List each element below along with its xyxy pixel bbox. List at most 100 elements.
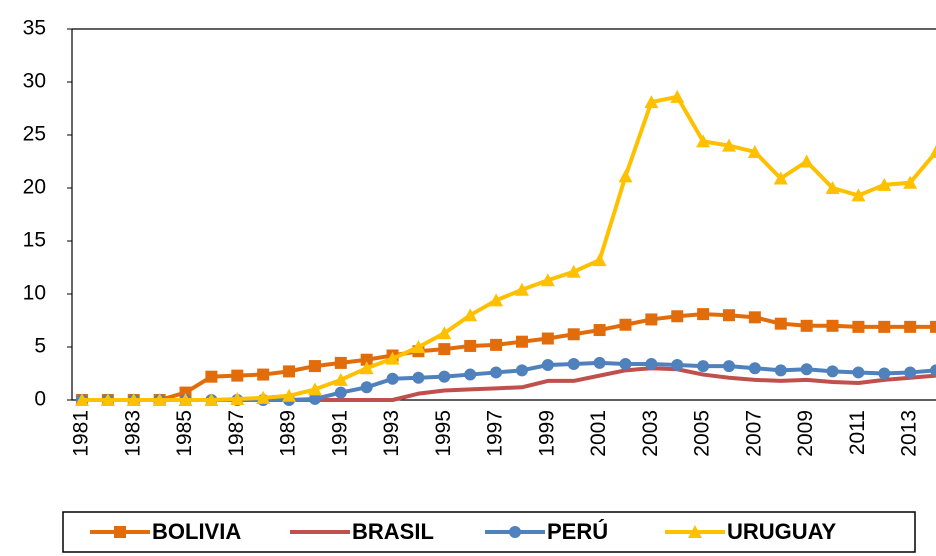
x-tick-label: 2013: [898, 410, 921, 457]
marker: [464, 339, 477, 352]
marker: [385, 351, 400, 365]
marker: [463, 308, 478, 322]
marker: [619, 357, 632, 370]
marker: [593, 324, 606, 337]
marker: [592, 253, 607, 267]
marker: [282, 388, 297, 402]
marker: [644, 95, 659, 109]
marker: [464, 368, 477, 381]
y-tick-label: 25: [23, 123, 46, 146]
marker: [852, 320, 865, 333]
marker: [671, 310, 684, 323]
marker: [800, 319, 813, 332]
marker: [851, 188, 866, 202]
marker: [645, 313, 658, 326]
y-tick-label: 15: [23, 229, 46, 252]
marker: [671, 359, 684, 372]
marker: [307, 382, 322, 396]
x-tick-label: 1995: [432, 410, 455, 457]
y-tick-label: 10: [23, 282, 46, 305]
legend-marker: [114, 526, 126, 538]
marker: [515, 364, 528, 377]
marker: [566, 264, 581, 278]
marker: [178, 393, 193, 406]
x-tick-label: 2011: [846, 410, 869, 455]
marker: [773, 171, 788, 185]
x-tick-label: 1983: [121, 410, 144, 457]
y-tick-label: 5: [34, 335, 46, 358]
legend-label: PERÚ: [547, 519, 608, 544]
marker: [670, 89, 685, 103]
marker: [930, 364, 936, 377]
marker: [878, 320, 891, 333]
marker: [359, 361, 374, 375]
marker: [490, 366, 503, 379]
marker: [438, 370, 451, 383]
y-tick-label: 35: [23, 17, 46, 40]
x-tick-label: 2005: [691, 410, 714, 457]
marker: [929, 145, 936, 158]
marker: [438, 343, 451, 356]
x-tick-label: 1989: [277, 410, 300, 457]
legend-marker: [688, 525, 702, 538]
marker: [412, 371, 425, 384]
marker: [75, 393, 89, 406]
x-tick-label: 2003: [639, 410, 662, 457]
marker: [515, 335, 528, 348]
marker: [904, 366, 917, 379]
marker: [256, 390, 271, 404]
y-tick-label: 0: [34, 388, 46, 411]
marker: [826, 319, 839, 332]
marker: [697, 360, 710, 373]
marker: [747, 144, 762, 158]
marker: [126, 393, 141, 406]
legend-label: BOLIVIA: [152, 519, 241, 544]
marker: [437, 326, 452, 340]
marker: [205, 370, 218, 383]
marker: [593, 356, 606, 369]
marker: [618, 169, 633, 183]
y-tick-label: 20: [23, 176, 46, 199]
legend-label: URUGUAY: [727, 519, 837, 544]
marker: [541, 359, 554, 372]
marker: [774, 364, 787, 377]
marker: [697, 308, 710, 321]
x-tick-label: 2007: [742, 410, 765, 457]
marker: [748, 311, 761, 324]
x-tick-label: 1993: [380, 410, 403, 457]
x-tick-label: 2001: [587, 410, 610, 457]
marker: [645, 357, 658, 370]
legend-box: [62, 511, 916, 553]
x-tick-label: 2009: [794, 410, 817, 457]
x-tick-label: 1991: [328, 410, 351, 457]
series-line: [82, 94, 936, 402]
marker: [619, 318, 632, 331]
x-tick-label: 1997: [484, 410, 507, 457]
marker: [334, 356, 347, 369]
x-tick-label: 1981: [70, 410, 93, 457]
marker: [567, 328, 580, 341]
marker: [904, 320, 917, 333]
series-line: [82, 312, 936, 402]
marker: [100, 393, 115, 406]
marker: [360, 381, 373, 394]
marker: [903, 175, 918, 189]
marker: [514, 282, 529, 296]
marker: [723, 309, 735, 322]
marker: [231, 369, 244, 382]
x-tick-label: 1999: [535, 410, 558, 457]
x-tick-label: 1987: [225, 410, 248, 457]
marker: [540, 273, 555, 287]
marker: [541, 332, 554, 345]
marker: [878, 367, 891, 380]
marker: [825, 181, 840, 194]
marker: [723, 360, 735, 373]
x-tick-label: 1985: [173, 410, 196, 457]
marker: [333, 372, 348, 386]
marker: [852, 366, 865, 379]
marker: [152, 393, 167, 406]
y-tick-label: 30: [23, 70, 46, 93]
marker: [877, 177, 892, 191]
marker: [930, 320, 936, 333]
